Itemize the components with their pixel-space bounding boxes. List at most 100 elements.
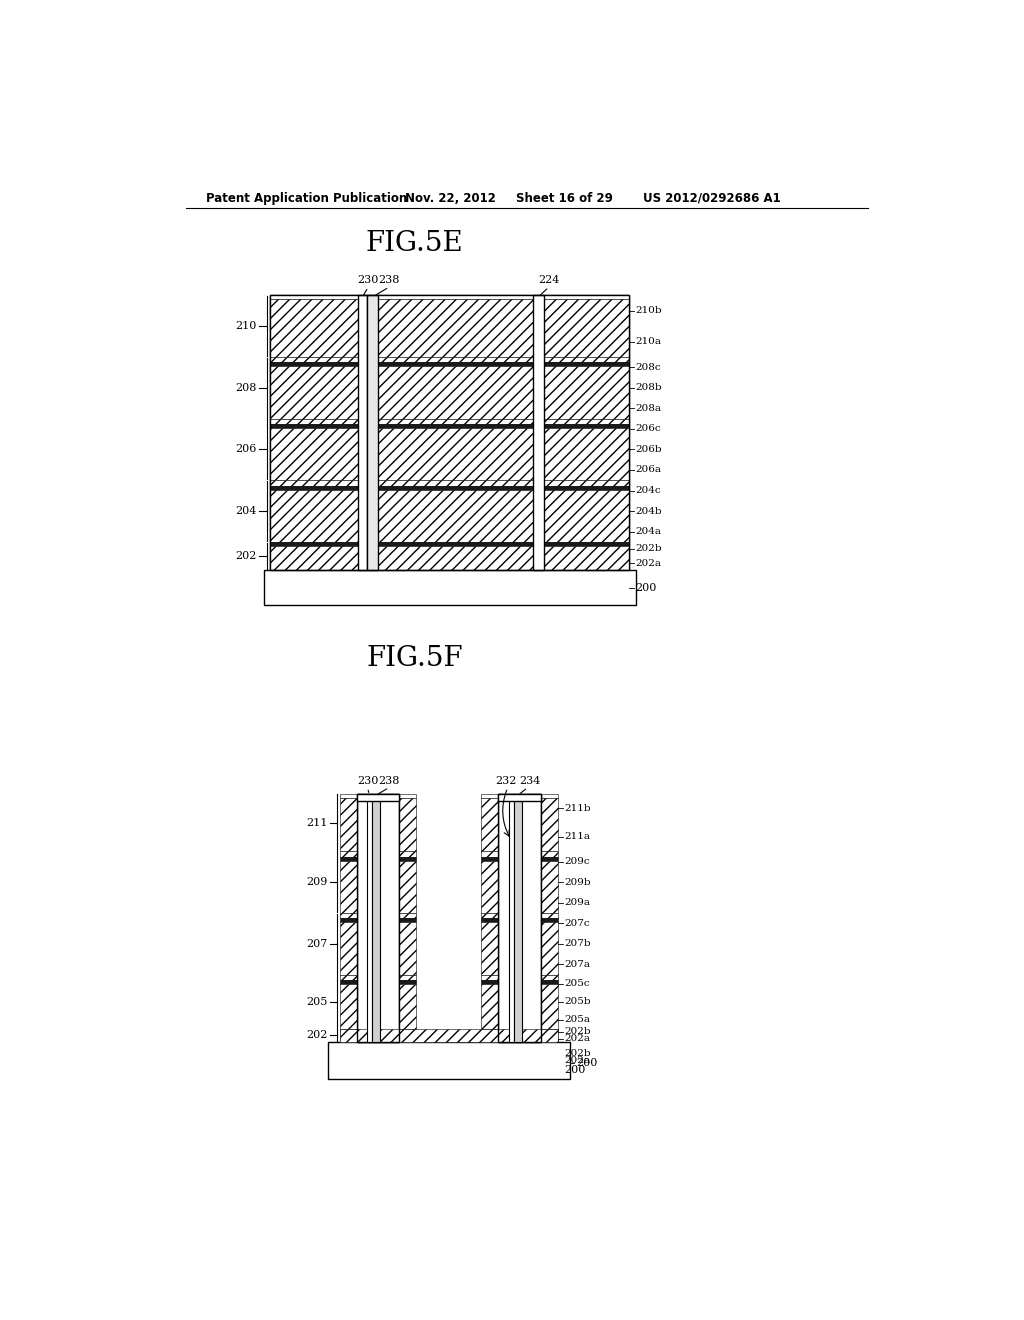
Bar [541,983,558,1028]
Bar [372,793,380,1043]
Bar [378,541,532,545]
Bar [340,979,356,983]
Bar [270,541,358,545]
Bar [481,979,499,983]
Bar [544,480,630,486]
Bar [541,851,558,857]
Bar [544,296,630,300]
Bar [340,857,356,861]
Text: 202a: 202a [636,558,662,568]
Bar [378,424,532,428]
Bar [270,358,358,363]
Bar [481,1032,499,1043]
Bar [399,979,417,983]
Bar [399,983,417,1028]
Bar [399,919,417,923]
Bar [378,545,532,570]
Bar [499,793,541,801]
Bar [481,913,499,919]
Text: 232: 232 [496,776,517,785]
Text: 207b: 207b [564,940,591,948]
Text: 210b: 210b [636,306,663,315]
Bar [399,857,417,861]
Bar [340,913,356,919]
Bar [541,861,558,913]
Text: 205: 205 [306,997,328,1007]
Text: 202a: 202a [564,1056,590,1065]
Text: 208a: 208a [636,404,662,413]
Bar [270,296,630,570]
Bar [399,1032,417,1043]
Bar [481,923,499,974]
Text: Nov. 22, 2012: Nov. 22, 2012 [406,191,497,205]
Bar [378,363,532,367]
Bar [541,1032,558,1043]
Text: 210a: 210a [636,337,662,346]
Text: 202: 202 [306,1031,328,1040]
Bar [544,367,630,418]
Text: US 2012/0292686 A1: US 2012/0292686 A1 [643,191,781,205]
Bar [399,797,417,851]
Text: 208b: 208b [636,383,663,392]
Text: 209a: 209a [564,898,590,907]
Bar [356,793,399,801]
Bar [340,923,356,974]
Bar [544,418,630,424]
Text: 202b: 202b [564,1027,591,1036]
Bar [378,486,532,490]
Bar [544,424,630,428]
Text: 230: 230 [357,275,379,285]
Bar [270,300,358,358]
Bar [481,919,499,923]
Bar [399,923,417,974]
Text: 200: 200 [575,1059,597,1068]
Text: 209c: 209c [564,857,590,866]
Text: 202b: 202b [636,544,663,553]
Bar [541,974,558,979]
Bar [378,490,532,543]
Bar [340,797,356,851]
Bar [340,974,356,979]
Text: 208c: 208c [636,363,662,372]
Bar [270,363,358,367]
Text: Patent Application Publication: Patent Application Publication [206,191,407,205]
Bar [544,428,630,480]
Text: 211: 211 [306,817,328,828]
Text: 206a: 206a [636,466,662,474]
Text: 238: 238 [379,275,399,285]
Text: 209b: 209b [564,878,591,887]
Text: 202a: 202a [564,1035,590,1043]
Text: 204c: 204c [636,486,662,495]
Bar [532,296,544,570]
Bar [399,851,417,857]
Text: 206b: 206b [636,445,663,454]
Bar [378,296,532,300]
Text: 202b: 202b [564,1048,591,1057]
Bar [378,480,532,486]
Bar [544,363,630,367]
Bar [481,793,499,797]
Bar [378,428,532,480]
Text: 204a: 204a [636,527,662,536]
Bar [270,545,358,570]
Text: Sheet 16 of 29: Sheet 16 of 29 [515,191,612,205]
Bar [541,919,558,923]
Bar [481,1028,499,1032]
Text: 205b: 205b [564,997,591,1006]
Bar [541,923,558,974]
Text: FIG.5E: FIG.5E [366,230,464,256]
Bar [270,428,358,480]
Bar [270,424,358,428]
Bar [378,300,532,358]
Bar [356,793,399,1043]
Bar [270,296,358,300]
Bar [340,1032,356,1043]
Bar [270,367,358,418]
Bar [358,296,367,570]
Bar [399,793,417,797]
Bar [367,793,372,1043]
Bar [509,793,514,1043]
Bar [544,545,630,570]
Text: 204: 204 [236,506,257,516]
Bar [270,486,358,490]
